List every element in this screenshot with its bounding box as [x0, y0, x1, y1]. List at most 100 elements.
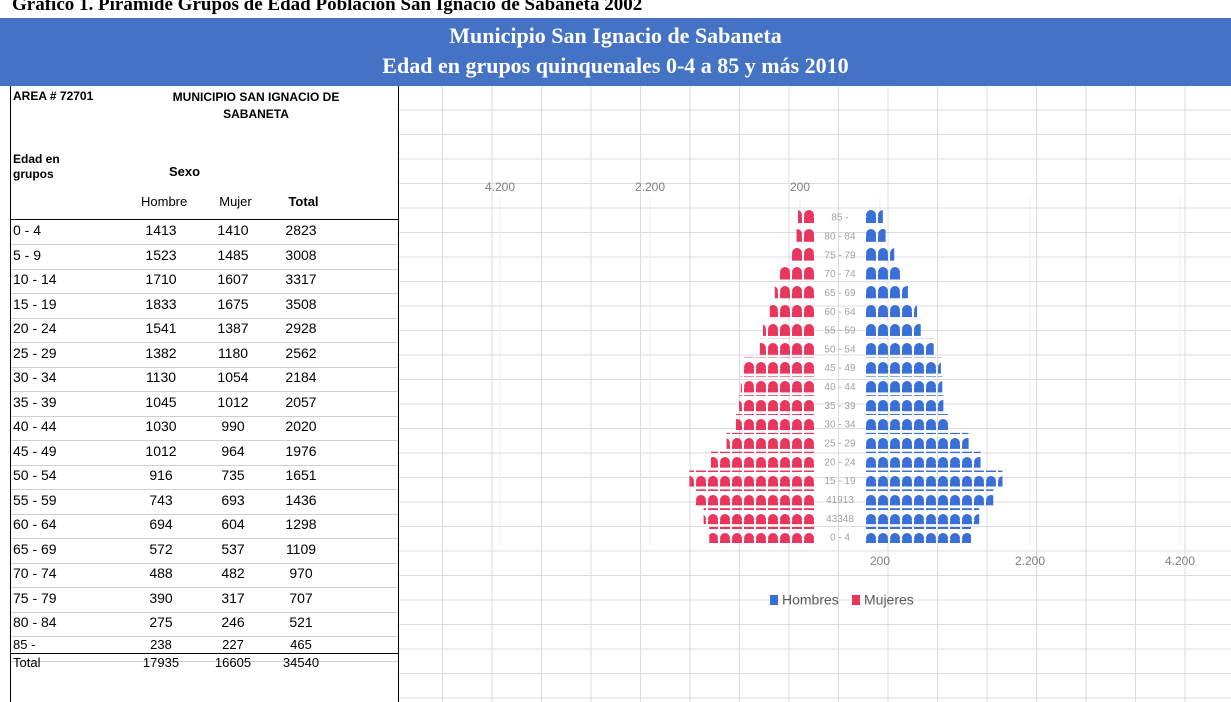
row-border: [11, 342, 398, 343]
bar: [865, 470, 1003, 487]
table-value: 2184: [285, 369, 317, 385]
bar: [739, 395, 815, 412]
table-value: 537: [221, 540, 245, 557]
bar: [865, 301, 918, 318]
row-border: [11, 219, 398, 220]
table-value: 1976: [285, 442, 317, 459]
table-value: 465: [290, 636, 312, 652]
table-value: 3508: [285, 295, 317, 312]
category-label: 20 - 24: [824, 457, 856, 468]
data-table: AREA # 72701 MUNICIPIO SAN IGNACIO DE SA…: [10, 86, 399, 702]
bar: [865, 207, 883, 223]
age-group: 70 - 74: [13, 565, 57, 581]
bar: [865, 489, 994, 506]
table-value: 970: [289, 565, 313, 581]
table-value: 1180: [217, 344, 249, 361]
age-group: 10 - 14: [13, 271, 57, 287]
table-value: 707: [289, 589, 313, 606]
bar: [735, 414, 815, 431]
sheet-grid: [397, 86, 1231, 702]
table-value: 1012: [145, 442, 177, 459]
x-tick-label: 2.200: [635, 180, 665, 194]
bar: [797, 207, 815, 223]
row-border: [11, 391, 398, 392]
age-group: 30 - 34: [13, 369, 57, 385]
edad-header: Edad en grupos: [13, 152, 60, 181]
category-label: 40 - 44: [824, 382, 856, 393]
row-border: [11, 366, 398, 368]
table-value: 317: [221, 589, 245, 606]
table-value: 1436: [285, 491, 317, 508]
row-border: [11, 268, 398, 270]
table-value: 2020: [285, 418, 317, 434]
bar: [778, 263, 815, 280]
table-value: 227: [222, 636, 244, 652]
bar: [769, 301, 815, 318]
area: AREA # 72701: [13, 89, 94, 103]
category-label: 65 - 69: [824, 288, 856, 299]
table-value: 572: [149, 540, 173, 557]
table-value: 1030: [145, 418, 177, 434]
age-group: 45 - 49: [13, 442, 57, 459]
bar: [740, 376, 815, 393]
bar: [865, 225, 886, 242]
table-value: 1607: [217, 271, 249, 287]
bar: [689, 470, 815, 487]
row-border: [11, 317, 398, 319]
legend-icon: [770, 595, 778, 605]
age-group: 75 - 79: [13, 589, 57, 606]
table-value: 390: [149, 589, 173, 606]
row-border: [11, 244, 398, 245]
age-group: 55 - 59: [13, 491, 57, 508]
table-value: 3008: [285, 246, 317, 263]
table-value: 2823: [285, 222, 317, 238]
bar: [865, 508, 980, 525]
bar: [865, 357, 941, 374]
bar: [865, 244, 895, 261]
x-tick-label: 200: [870, 554, 890, 568]
bar: [865, 376, 943, 393]
age-group: 0 - 4: [13, 222, 42, 238]
row-border: [11, 636, 398, 637]
category-label: 41913: [826, 495, 854, 506]
heading: Gráfico 1. Pirámide Grupos de Edad Pobla…: [12, 0, 643, 15]
bar: [791, 244, 815, 261]
column-header: Hombre: [141, 194, 188, 209]
table-value: 1045: [145, 393, 177, 410]
bar: [796, 225, 815, 242]
category-label: 35 - 39: [824, 401, 856, 412]
column-header: Mujer: [219, 194, 252, 209]
table-value: 3317: [285, 271, 317, 287]
row-border: [11, 513, 398, 515]
age-group: 80 - 84: [13, 614, 57, 630]
x-tick-label: 4.200: [1165, 554, 1195, 568]
table-value: 246: [221, 614, 245, 630]
bar: [709, 527, 815, 543]
category-label: 45 - 49: [824, 363, 856, 374]
banner-line: Municipio San Ignacio de Sabaneta: [449, 23, 782, 48]
table-value: 990: [221, 418, 245, 434]
table-value: 521: [289, 614, 313, 630]
table-value: 1012: [217, 393, 249, 410]
bar: [703, 508, 815, 525]
category-label: 50 - 54: [824, 344, 856, 355]
table-value: 1675: [217, 295, 249, 312]
age-group: 20 - 24: [13, 320, 57, 336]
age-group: 40 - 44: [13, 418, 57, 434]
category-label: 25 - 29: [824, 439, 856, 450]
municipio: MUNICIPIO SAN IGNACIO DE SABANETA: [172, 90, 340, 121]
table-value: 482: [221, 565, 245, 581]
row-border: [11, 562, 398, 564]
table-value: 1523: [145, 246, 177, 263]
table-value: 1298: [285, 516, 317, 532]
bar: [726, 432, 815, 449]
banner: Municipio San Ignacio de Sabaneta Edad e…: [0, 18, 1231, 86]
table-value: 1541: [145, 320, 177, 336]
table-value: 604: [221, 516, 245, 532]
row-border: [11, 611, 398, 613]
category-label: 75 - 79: [824, 250, 856, 261]
row-border: [11, 489, 398, 490]
row-border: [11, 538, 398, 539]
